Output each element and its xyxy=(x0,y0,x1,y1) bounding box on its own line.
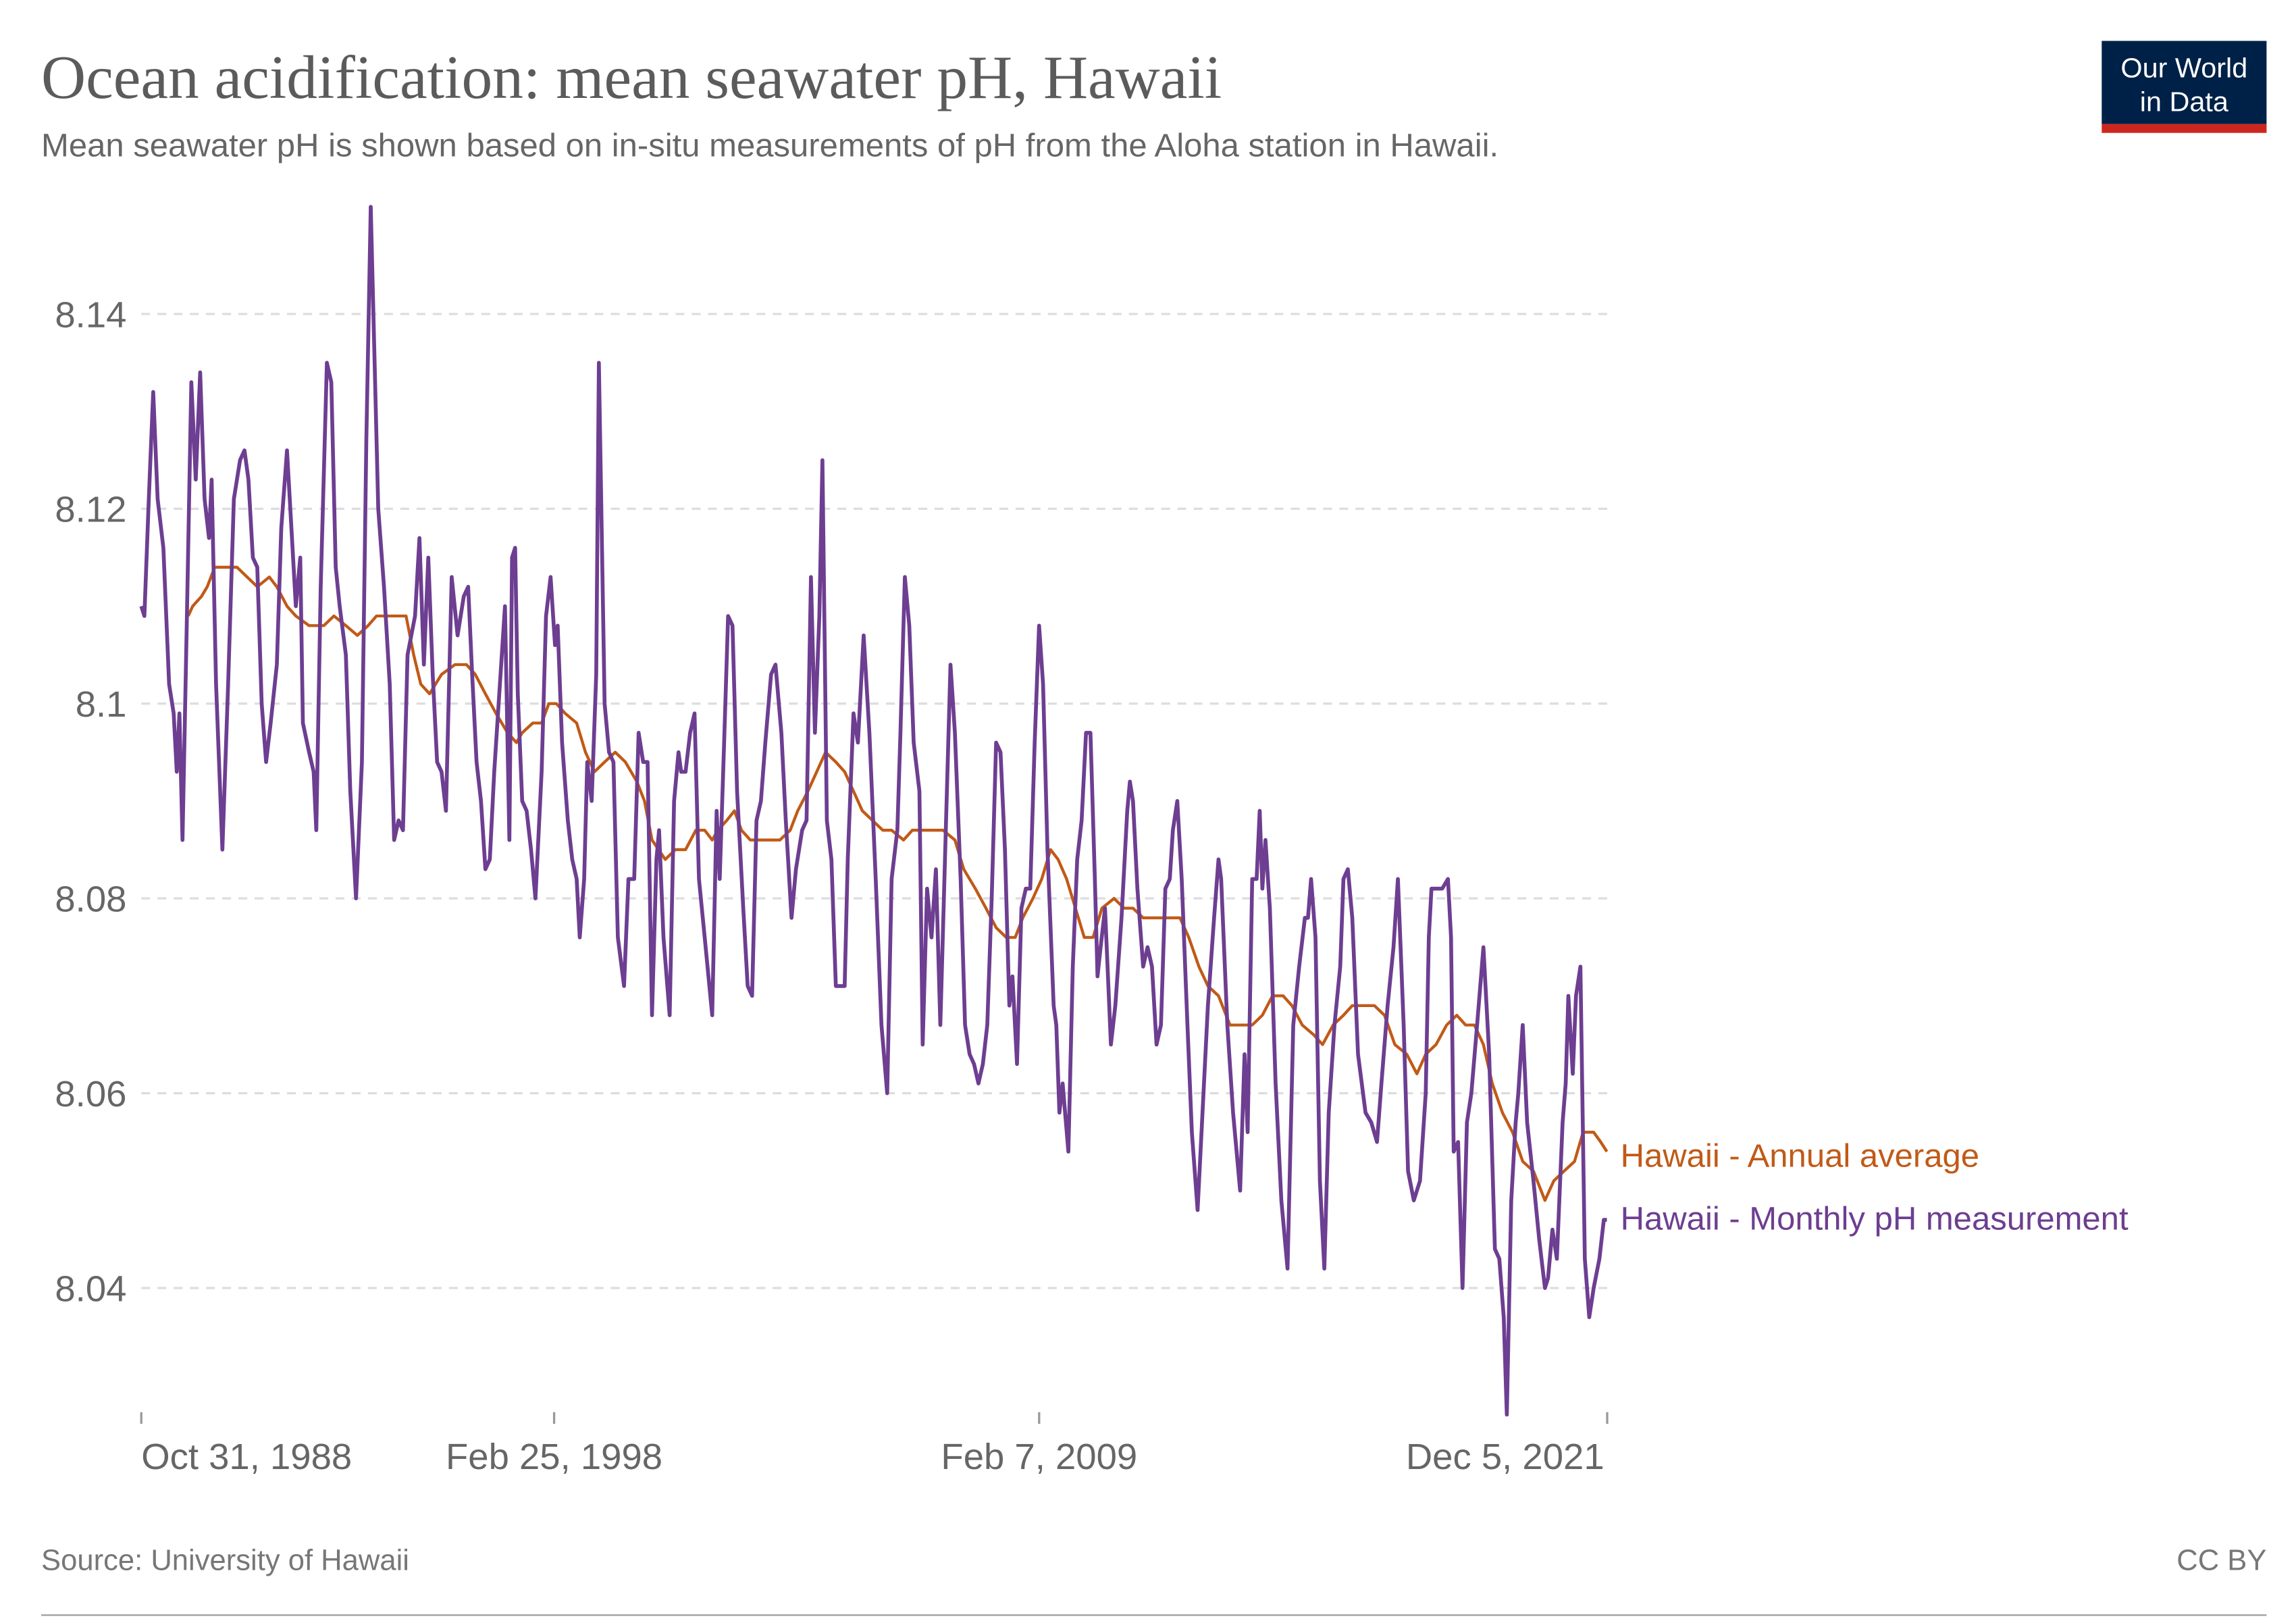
y-tick-label: 8.12 xyxy=(55,489,126,530)
y-tick-label: 8.1 xyxy=(76,684,127,725)
logo-red-bar xyxy=(2102,124,2267,133)
y-tick-label: 8.04 xyxy=(55,1268,126,1310)
y-tick-label: 8.08 xyxy=(55,879,126,920)
source-note: Source: University of Hawaii xyxy=(41,1544,409,1576)
y-axis: 8.04 8.06 8.08 8.1 8.12 8.14 xyxy=(55,294,126,1310)
x-tick-label: Dec 5, 2021 xyxy=(1406,1436,1604,1477)
y-tick-label: 8.06 xyxy=(55,1073,126,1114)
monthly-ph-line[interactable] xyxy=(139,205,1607,1417)
legend-monthly-ph[interactable]: Hawaii - Monthly pH measurement xyxy=(1621,1201,2129,1237)
logo-background xyxy=(2102,41,2267,124)
chart-title: Ocean acidification: mean seawater pH, H… xyxy=(41,43,1222,111)
legend: Hawaii - Annual average Hawaii - Monthly … xyxy=(1621,1138,2129,1237)
owid-logo[interactable]: Our World in Data xyxy=(2102,41,2267,133)
plot-area[interactable] xyxy=(139,205,1609,1417)
gridlines xyxy=(141,313,1607,1289)
x-tick-label: Feb 25, 1998 xyxy=(446,1436,662,1477)
chart-subtitle: Mean seawater pH is shown based on in-si… xyxy=(41,128,1498,164)
license-note[interactable]: CC BY xyxy=(2176,1544,2266,1576)
x-axis: Oct 31, 1988 Feb 25, 1998 Feb 7, 2009 Dec 5… xyxy=(140,1412,1609,1477)
x-tick-label: Oct 31, 1988 xyxy=(141,1436,352,1477)
x-tick-label: Feb 7, 2009 xyxy=(941,1436,1137,1477)
logo-text-line2: in Data xyxy=(2140,86,2228,117)
y-tick-label: 8.14 xyxy=(55,294,126,336)
legend-annual-average[interactable]: Hawaii - Annual average xyxy=(1621,1138,1979,1175)
annual-average-line[interactable] xyxy=(186,565,1609,1202)
logo-text-line1: Our World xyxy=(2120,53,2247,84)
